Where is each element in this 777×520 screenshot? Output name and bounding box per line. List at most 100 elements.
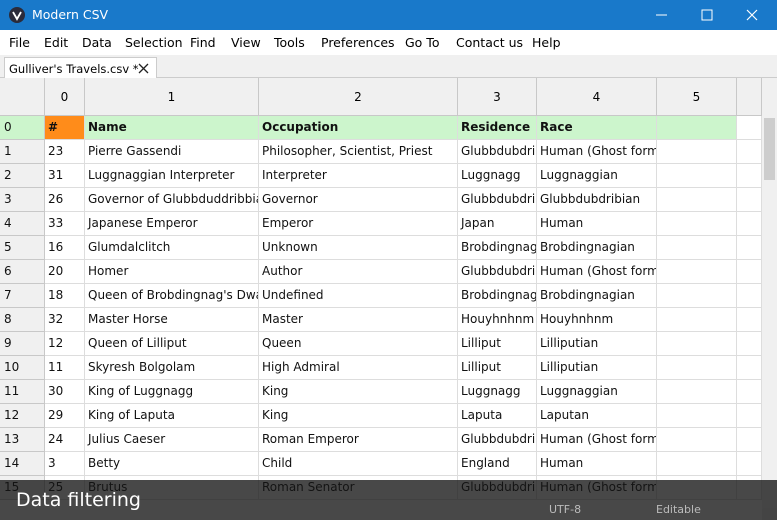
cell[interactable] <box>657 116 737 140</box>
row-header[interactable]: 5 <box>0 236 45 260</box>
cell[interactable]: Japanese Emperor <box>85 212 259 236</box>
column-header[interactable]: 5 <box>657 78 737 116</box>
row-header[interactable]: 10 <box>0 356 45 380</box>
cell[interactable] <box>737 116 762 140</box>
cell[interactable]: Human (Ghost form) <box>537 140 657 164</box>
window-controls[interactable] <box>640 0 777 30</box>
cell[interactable] <box>657 188 737 212</box>
cell[interactable]: Human (Ghost form) <box>537 428 657 452</box>
cell[interactable]: Luggnagg <box>458 380 537 404</box>
cell[interactable]: 3 <box>45 452 85 476</box>
cell[interactable]: Houyhnhnm <box>537 308 657 332</box>
cell[interactable]: King of Luggnagg <box>85 380 259 404</box>
cell[interactable]: Glumdalclitch <box>85 236 259 260</box>
cell[interactable]: Lilliput <box>458 332 537 356</box>
cell[interactable]: Undefined <box>259 284 458 308</box>
cell[interactable]: Emperor <box>259 212 458 236</box>
cell[interactable]: Queen of Lilliput <box>85 332 259 356</box>
row-header[interactable]: 14 <box>0 452 45 476</box>
menu-item[interactable]: Go To <box>405 35 440 50</box>
cell[interactable]: Human (Ghost form) <box>537 260 657 284</box>
cell[interactable]: Queen of Brobdingnag's Dwarf <box>85 284 259 308</box>
cell[interactable]: Laputa <box>458 404 537 428</box>
cell[interactable]: 12 <box>45 332 85 356</box>
cell[interactable]: 16 <box>45 236 85 260</box>
cell[interactable]: Master Horse <box>85 308 259 332</box>
cell[interactable]: Brobdingnagian <box>537 236 657 260</box>
cell[interactable]: Philosopher, Scientist, Priest <box>259 140 458 164</box>
cell[interactable] <box>657 236 737 260</box>
cell[interactable]: Author <box>259 260 458 284</box>
cell[interactable]: Lilliputian <box>537 356 657 380</box>
tab-close[interactable] <box>138 63 149 74</box>
row-header[interactable]: 9 <box>0 332 45 356</box>
cell[interactable]: Betty <box>85 452 259 476</box>
tab[interactable]: Gulliver's Travels.csv * <box>4 57 157 79</box>
cell[interactable]: Master <box>259 308 458 332</box>
cell[interactable]: Pierre Gassendi <box>85 140 259 164</box>
row-header[interactable]: 6 <box>0 260 45 284</box>
cell[interactable] <box>737 284 762 308</box>
cell[interactable] <box>657 452 737 476</box>
menu-item[interactable]: Edit <box>44 35 69 50</box>
cell[interactable] <box>737 356 762 380</box>
cell[interactable]: Human <box>537 212 657 236</box>
cell[interactable]: 24 <box>45 428 85 452</box>
cell[interactable]: Lilliputian <box>537 332 657 356</box>
cell[interactable]: High Admiral <box>259 356 458 380</box>
cell[interactable]: Julius Caeser <box>85 428 259 452</box>
cell[interactable] <box>737 428 762 452</box>
cell[interactable]: Glubbdubdrib <box>458 140 537 164</box>
cell[interactable]: Governor <box>259 188 458 212</box>
column-header[interactable] <box>737 78 762 116</box>
cell[interactable]: 32 <box>45 308 85 332</box>
cell[interactable] <box>737 164 762 188</box>
cell[interactable]: # <box>45 116 85 140</box>
cell[interactable]: Lilliput <box>458 356 537 380</box>
cell[interactable]: Queen <box>259 332 458 356</box>
cell[interactable] <box>657 428 737 452</box>
cell[interactable]: Race <box>537 116 657 140</box>
cell[interactable]: 20 <box>45 260 85 284</box>
column-header[interactable]: 3 <box>458 78 537 116</box>
cell[interactable]: Glubbdubdrib <box>458 188 537 212</box>
cell[interactable]: Interpreter <box>259 164 458 188</box>
cell[interactable]: 23 <box>45 140 85 164</box>
cell[interactable] <box>737 308 762 332</box>
cell[interactable] <box>657 308 737 332</box>
menu-item[interactable]: Find <box>190 35 216 50</box>
row-header[interactable]: 1 <box>0 140 45 164</box>
row-header[interactable]: 13 <box>0 428 45 452</box>
cell[interactable] <box>737 236 762 260</box>
cell[interactable]: Governor of Glubbduddribbian <box>85 188 259 212</box>
cell[interactable]: Brobdingnagian <box>537 284 657 308</box>
cell[interactable] <box>737 452 762 476</box>
cell[interactable]: Occupation <box>259 116 458 140</box>
cell[interactable] <box>657 404 737 428</box>
row-header[interactable]: 2 <box>0 164 45 188</box>
cell[interactable]: 29 <box>45 404 85 428</box>
cell[interactable]: Laputan <box>537 404 657 428</box>
cell[interactable]: Houyhnhnm <box>458 308 537 332</box>
cell[interactable] <box>657 212 737 236</box>
cell[interactable]: Brobdingnag <box>458 284 537 308</box>
scroll-thumb[interactable] <box>764 118 775 180</box>
row-header[interactable]: 8 <box>0 308 45 332</box>
cell[interactable]: Name <box>85 116 259 140</box>
row-header[interactable]: 12 <box>0 404 45 428</box>
cell[interactable]: 26 <box>45 188 85 212</box>
cell[interactable]: Luggnaggian <box>537 164 657 188</box>
menu-item[interactable]: Help <box>532 35 561 50</box>
cell[interactable]: Glubbdubdrib <box>458 260 537 284</box>
cell[interactable]: Luggnaggian <box>537 380 657 404</box>
menu-item[interactable]: Tools <box>274 35 305 50</box>
cell[interactable]: Residence <box>458 116 537 140</box>
scrollbar[interactable] <box>762 78 777 520</box>
cell[interactable]: 18 <box>45 284 85 308</box>
cell[interactable]: 11 <box>45 356 85 380</box>
cell[interactable]: 33 <box>45 212 85 236</box>
cell[interactable]: King <box>259 404 458 428</box>
cell[interactable]: Human <box>537 452 657 476</box>
row-header[interactable]: 11 <box>0 380 45 404</box>
column-header[interactable]: 4 <box>537 78 657 116</box>
